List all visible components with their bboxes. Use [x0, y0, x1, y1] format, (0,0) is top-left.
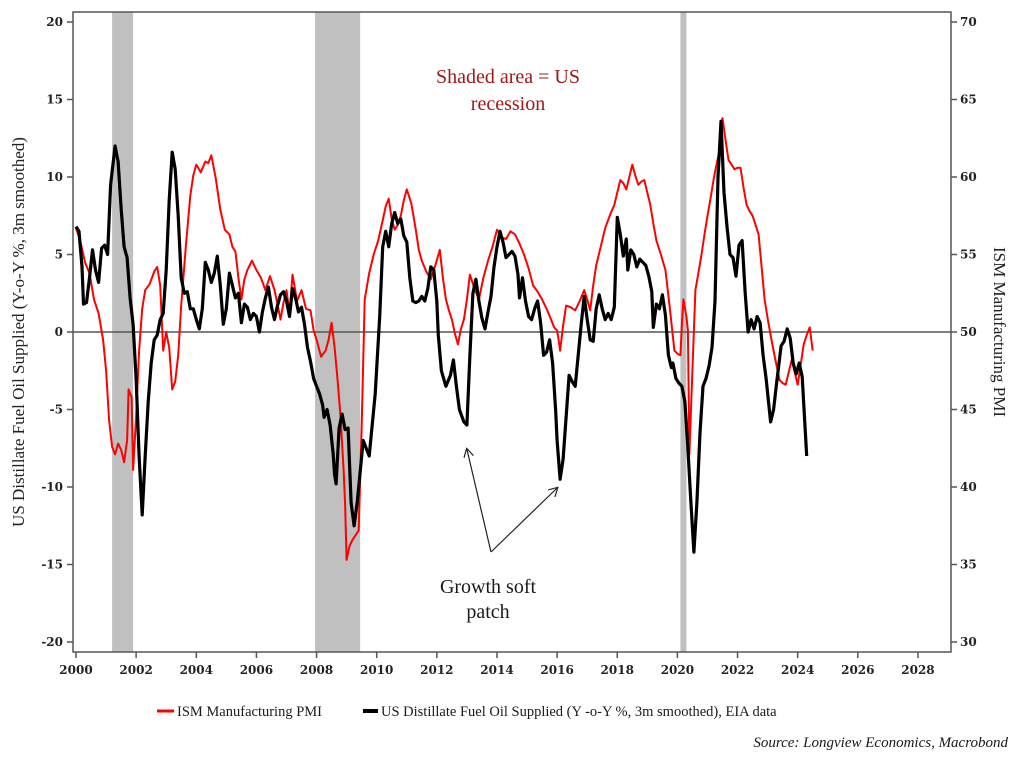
y-right-tick-label: 45 — [960, 403, 977, 417]
annotation-layer: Shaded area = US recession Growth soft p… — [436, 66, 580, 623]
soft-patch-annotation-line-1: Growth soft — [440, 576, 537, 598]
y-left-tick-label: -10 — [41, 480, 63, 494]
y-left-tick-label: 15 — [46, 93, 63, 107]
source-note: Source: Longview Economics, Macrobond — [753, 735, 1008, 751]
y-left-tick-label: 5 — [55, 248, 63, 262]
y-left-tick-label: -5 — [50, 403, 63, 417]
x-tick-label: 2020 — [661, 663, 694, 677]
soft-patch-annotation-line-2: patch — [466, 601, 509, 623]
y-left-tick-label: -20 — [41, 635, 63, 649]
series-line-distillate — [74, 119, 809, 554]
recession-annotation-line-2: recession — [471, 93, 545, 115]
x-tick-label: 2026 — [841, 663, 874, 677]
x-tick-label: 2028 — [901, 663, 934, 677]
x-tick-label: 2014 — [480, 663, 513, 677]
x-tick-label: 2010 — [360, 663, 393, 677]
x-tick-label: 2000 — [59, 663, 92, 677]
recession-annotation-line-1: Shaded area = US — [436, 66, 580, 88]
soft-patch-arrow-0 — [467, 449, 492, 553]
series-line-ism-pmi — [75, 117, 814, 561]
series-layer — [74, 117, 814, 561]
x-tick-label: 2018 — [601, 663, 634, 677]
y-right-tick-label: 50 — [960, 325, 977, 339]
legend-label-distillate: US Distillate Fuel Oil Supplied (Y -o-Y … — [381, 704, 777, 720]
legend: ISM Manufacturing PMI US Distillate Fuel… — [157, 704, 777, 720]
x-tick-label: 2002 — [119, 663, 152, 677]
x-tick-label: 2006 — [240, 663, 273, 677]
x-tick-label: 2024 — [781, 663, 814, 677]
y-left-tick-label: -15 — [41, 558, 63, 572]
y-right-tick-label: 70 — [960, 15, 977, 29]
x-tick-label: 2004 — [180, 663, 213, 677]
y-left-tick-label: 10 — [46, 170, 63, 184]
x-tick-label: 2016 — [540, 663, 573, 677]
y-left-tick-label: 0 — [55, 325, 63, 339]
y-right-tick-label: 55 — [960, 248, 977, 262]
y-right-tick-label: 30 — [960, 635, 977, 649]
x-tick-label: 2012 — [420, 663, 453, 677]
axis-ticks-layer: 2000 2002 2004 2006 2008 2010 2012 2014 2016 2018… — [41, 15, 976, 677]
right-axis-title: ISM Manufacturing PMI — [990, 247, 1009, 417]
soft-patch-arrow-1 — [490, 488, 557, 553]
y-right-tick-label: 60 — [960, 170, 977, 184]
x-tick-label: 2022 — [721, 663, 754, 677]
y-left-tick-label: 20 — [46, 15, 63, 29]
left-axis-title: US Distillate Fuel Oil Supplied (Y-o-Y %… — [9, 137, 28, 527]
y-right-tick-label: 40 — [960, 480, 977, 494]
y-right-tick-label: 65 — [960, 93, 977, 107]
legend-label-pmi: ISM Manufacturing PMI — [177, 704, 322, 720]
y-right-tick-label: 35 — [960, 558, 977, 572]
x-tick-label: 2008 — [300, 663, 333, 677]
